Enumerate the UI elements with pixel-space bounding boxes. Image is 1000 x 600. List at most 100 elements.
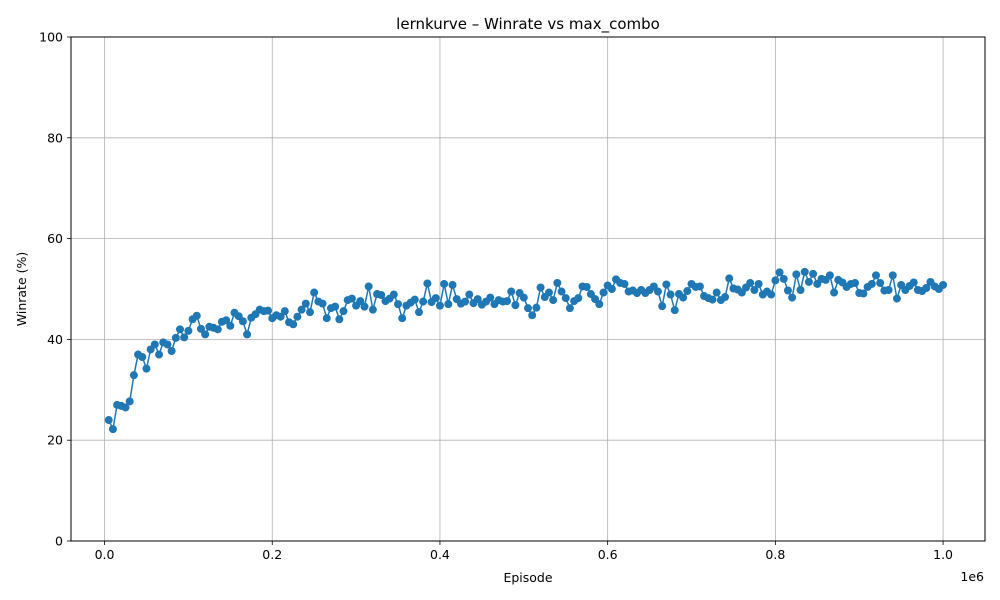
data-point xyxy=(939,280,948,289)
data-point xyxy=(796,286,805,295)
data-point xyxy=(293,312,302,321)
data-point xyxy=(792,270,801,279)
data-point xyxy=(524,304,532,313)
data-point xyxy=(528,311,537,320)
data-point xyxy=(670,306,679,315)
data-point xyxy=(440,279,449,288)
data-point xyxy=(867,279,876,288)
data-point xyxy=(276,312,285,321)
data-point xyxy=(557,287,566,296)
data-point xyxy=(486,293,495,302)
data-point xyxy=(243,330,252,339)
data-point xyxy=(389,290,398,299)
x-tick-label-2: 0.4 xyxy=(430,547,450,562)
data-point xyxy=(909,278,918,287)
data-point xyxy=(301,299,310,308)
x-tick-label-4: 0.8 xyxy=(765,547,785,562)
data-point xyxy=(339,307,348,316)
data-point xyxy=(104,416,113,425)
data-point xyxy=(150,340,159,349)
data-point xyxy=(884,286,893,295)
data-point xyxy=(125,397,134,406)
data-point xyxy=(377,291,386,300)
data-point xyxy=(582,282,591,291)
data-point xyxy=(335,315,344,324)
data-point xyxy=(549,296,558,305)
data-point xyxy=(394,300,403,309)
data-point xyxy=(888,271,897,280)
data-point xyxy=(825,271,834,280)
data-point xyxy=(507,287,516,296)
x-tick-label-5: 1.0 xyxy=(933,547,953,562)
data-point xyxy=(695,282,704,291)
data-point xyxy=(708,295,717,304)
data-point xyxy=(599,288,608,297)
data-point xyxy=(595,300,604,309)
data-point xyxy=(264,306,273,315)
data-point xyxy=(771,276,780,285)
data-point xyxy=(788,293,797,302)
data-point xyxy=(473,295,482,304)
series-points-group xyxy=(104,267,948,434)
y-tick-label-4: 80 xyxy=(47,130,63,145)
data-point xyxy=(754,279,763,288)
data-point xyxy=(213,325,222,334)
data-point xyxy=(226,321,235,330)
data-point xyxy=(519,293,528,302)
grid-x xyxy=(104,37,944,541)
data-point xyxy=(683,287,692,296)
data-point xyxy=(750,286,759,295)
data-point xyxy=(553,278,562,287)
data-point xyxy=(532,303,541,312)
data-point xyxy=(331,302,340,311)
data-point xyxy=(238,317,247,326)
data-point xyxy=(725,274,734,283)
data-point xyxy=(167,346,176,355)
x-axis-label: Episode xyxy=(503,570,552,585)
data-point xyxy=(121,403,130,412)
data-point xyxy=(138,353,147,362)
data-point xyxy=(171,333,180,342)
data-point xyxy=(423,279,432,288)
data-point xyxy=(360,302,369,311)
chart-title: lernkurve – Winrate vs max_combo xyxy=(396,15,660,34)
data-point xyxy=(746,278,755,287)
data-point xyxy=(444,300,453,309)
data-point xyxy=(108,425,117,434)
data-point xyxy=(783,286,792,295)
data-point xyxy=(318,299,327,308)
data-point xyxy=(368,305,377,314)
x-tick-label-0: 0.0 xyxy=(95,547,115,562)
y-tick-label-2: 40 xyxy=(47,332,63,347)
data-point xyxy=(289,320,298,329)
data-point xyxy=(180,333,189,342)
data-point xyxy=(364,282,373,291)
data-point xyxy=(851,278,860,287)
plot-frame xyxy=(70,36,986,542)
data-point xyxy=(163,340,172,349)
data-point xyxy=(859,289,868,298)
data-point xyxy=(800,267,809,276)
data-point xyxy=(356,297,365,306)
data-point xyxy=(775,268,784,277)
x-ticks: 0.0 0.2 0.4 0.6 0.8 1.0 xyxy=(95,541,953,562)
data-point xyxy=(176,325,185,334)
data-point xyxy=(414,308,423,317)
data-point xyxy=(280,307,289,316)
x-tick-label-1: 0.2 xyxy=(262,547,282,562)
data-point xyxy=(305,308,314,317)
data-point xyxy=(222,316,231,325)
data-point xyxy=(310,288,319,297)
data-point xyxy=(892,294,901,303)
data-point xyxy=(809,269,818,278)
data-point xyxy=(620,279,629,288)
data-point xyxy=(201,330,210,339)
y-axis-label: Winrate (%) xyxy=(14,252,29,326)
data-point xyxy=(565,304,574,313)
data-point xyxy=(196,324,205,333)
data-point xyxy=(398,314,407,323)
data-point xyxy=(721,293,730,302)
x-offset-label: 1e6 xyxy=(960,569,984,584)
data-point xyxy=(830,288,839,297)
